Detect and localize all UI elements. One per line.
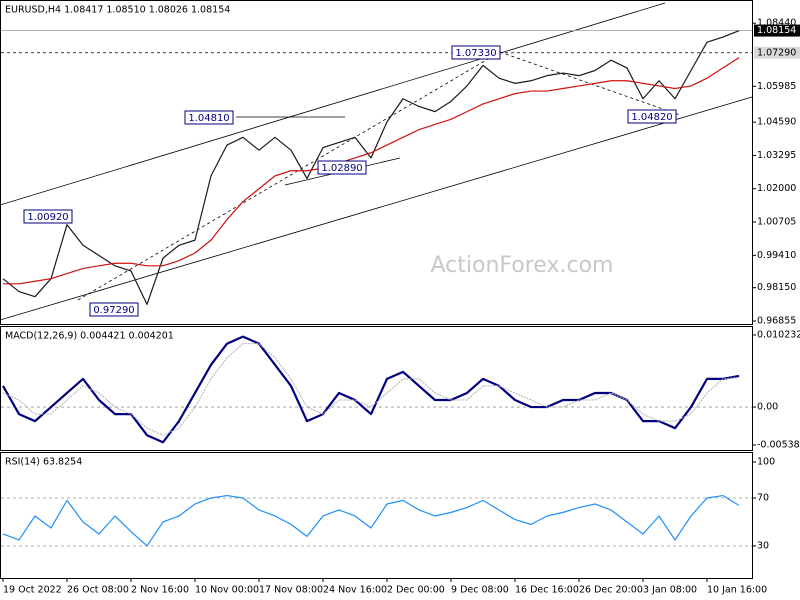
x-tick-label: 2 Dec 00:00 (387, 585, 445, 596)
x-tick-label: 10 Jan 16:00 (707, 585, 767, 596)
price-panel (0, 0, 753, 325)
macd-title: MACD(12,26,9) 0.004421 0.004201 (5, 331, 174, 342)
y-tick-label: 0.99410 (757, 250, 796, 261)
rsi-panel (0, 452, 753, 579)
y-tick-label: -0.005389 (757, 439, 800, 450)
trend-dashed (499, 51, 681, 116)
y-tick-label: 0.98150 (757, 282, 796, 293)
y-tick-label: 0.010232 (757, 330, 800, 341)
y-tick-label: 1.04590 (757, 117, 796, 128)
macd-panel (0, 326, 753, 451)
x-tick-label: 16 Dec 16:00 (515, 585, 579, 596)
y-tick-label: 1.03295 (757, 150, 796, 161)
annotation-box (23, 209, 73, 224)
annotation: 0.97290 (93, 305, 134, 316)
series-line (2, 30, 740, 305)
channel-lower (0, 96, 753, 321)
x-tick-label: 17 Nov 08:00 (259, 585, 323, 596)
y-tick-label: 0.00 (757, 402, 778, 413)
y-tick-label: 1.00705 (757, 217, 796, 228)
x-tick-label: 26 Dec 20:00 (579, 585, 643, 596)
watermark: ActionForex.com (431, 253, 614, 278)
series-line (2, 343, 740, 436)
annotation: 1.04810 (188, 113, 229, 124)
x-tick-label: 24 Nov 16:00 (323, 585, 387, 596)
price-title: EURUSD,H4 1.08417 1.08510 1.08026 1.0815… (5, 5, 230, 16)
rsi-title: RSI(14) 63.8254 (5, 457, 82, 468)
annotation-box (184, 110, 234, 125)
y-tick-label: 1.02000 (757, 183, 796, 194)
x-tick-label: 19 Oct 2022 (3, 585, 62, 596)
annotation-box (451, 45, 501, 60)
annotation-box (627, 109, 677, 124)
price-label: 1.08154 (757, 25, 796, 36)
series-line (2, 335, 740, 444)
x-tick-label: 9 Dec 08:00 (451, 585, 509, 596)
annotation: 1.07330 (455, 48, 496, 59)
y-tick-label: 100 (757, 456, 775, 467)
y-tick-label: 70 (757, 492, 769, 503)
x-tick-label: 3 Jan 08:00 (643, 585, 697, 596)
y-tick-label: 1.05985 (757, 81, 796, 92)
price-label-box (754, 24, 800, 37)
series-line (2, 494, 740, 547)
price-label-box (754, 46, 800, 59)
plots (1, 30, 752, 547)
y-tick-label: 0.96855 (757, 315, 796, 326)
annotation-box (317, 160, 367, 175)
annotation: 1.04820 (631, 112, 672, 123)
x-tick-label: 26 Oct 08:00 (67, 585, 129, 596)
series-line (3, 57, 740, 285)
y-tick-label: 1.08440 (757, 18, 796, 29)
x-tick-label: 10 Nov 00:00 (195, 585, 259, 596)
annotation: 1.00920 (27, 212, 68, 223)
annotation-box (89, 302, 139, 317)
y-tick-label: 30 (757, 540, 769, 551)
annotation: 1.02890 (321, 163, 362, 174)
channel-upper (0, 2, 666, 206)
x-tick-label: 2 Nov 16:00 (131, 585, 189, 596)
price-label: 1.07290 (757, 47, 796, 58)
